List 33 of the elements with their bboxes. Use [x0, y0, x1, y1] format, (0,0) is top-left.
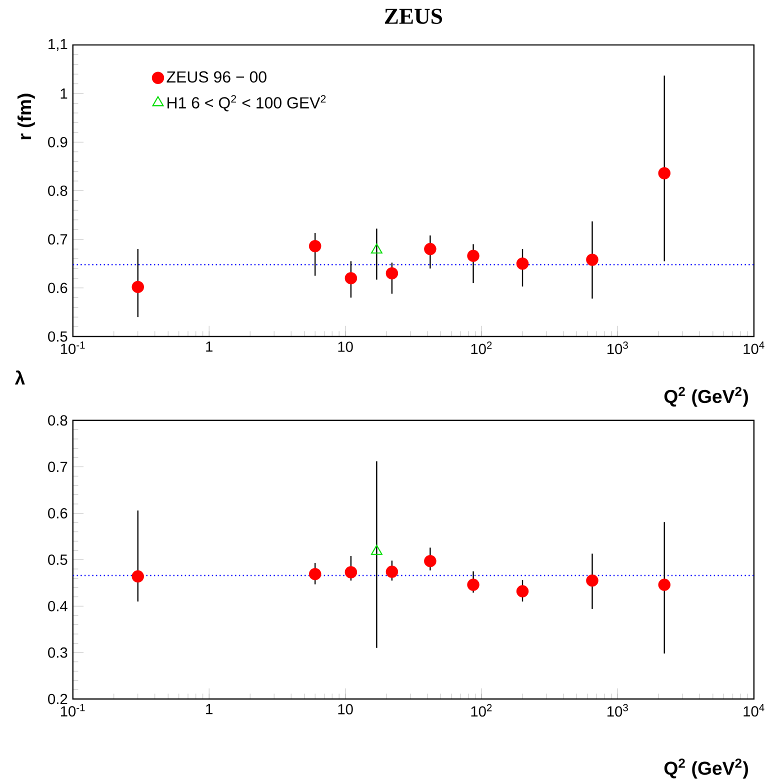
x-tick-label: 10$^{2}$ — [471, 342, 492, 354]
y-tick-label: 0.7 — [48, 462, 68, 472]
y-tick-label: 0.7 — [48, 234, 68, 245]
y-tick-label: 1,1 — [48, 38, 68, 51]
x-tick-label: 1 — [206, 704, 213, 714]
y-tick-label: 0.8 — [48, 415, 68, 426]
y-tick-label: 0.6 — [48, 508, 68, 518]
y-tick-label: 0.6 — [48, 282, 68, 294]
x-tick-label: 1 — [206, 342, 213, 352]
y-axis-title: r (fm) — [18, 94, 35, 140]
x-axis-title: Q$^{2}$ (GeV$^{2}$) — [664, 386, 748, 407]
y-tick-label: 0.8 — [48, 186, 68, 196]
y-tick-label: 0.5 — [48, 331, 68, 342]
x-tick-label: 10$^{-1}$ — [61, 342, 85, 354]
x-tick-label: 10$^{3}$ — [608, 342, 628, 354]
y-axis-title: λ — [14, 370, 25, 384]
legend-label: ZEUS 96 − 00 — [166, 71, 266, 83]
y-tick-label: 0.9 — [48, 136, 68, 148]
x-tick-label: 10$^{4}$ — [744, 342, 764, 354]
legend-label: H1 6 < Q$^{2}$ < 100 GEV$^{2}$ — [168, 95, 326, 112]
x-tick-label: 10$^{4}$ — [744, 704, 764, 717]
chart-title: ZEUS — [384, 8, 442, 24]
x-tick-label: 10 — [338, 704, 353, 714]
y-tick-label: 0.5 — [48, 554, 68, 565]
y-tick-label: 0.3 — [48, 647, 68, 658]
y-tick-label: 0.2 — [48, 694, 68, 704]
x-tick-label: 10$^{3}$ — [608, 704, 628, 717]
x-tick-label: 10$^{2}$ — [471, 704, 492, 717]
y-tick-label: 0.4 — [48, 600, 68, 612]
y-tick-label: 1 — [60, 88, 68, 99]
x-tick-label: 10 — [338, 342, 353, 352]
x-tick-label: 10$^{-1}$ — [61, 704, 85, 717]
x-axis-title: Q$^{2}$ (GeV$^{2}$) — [664, 758, 748, 779]
